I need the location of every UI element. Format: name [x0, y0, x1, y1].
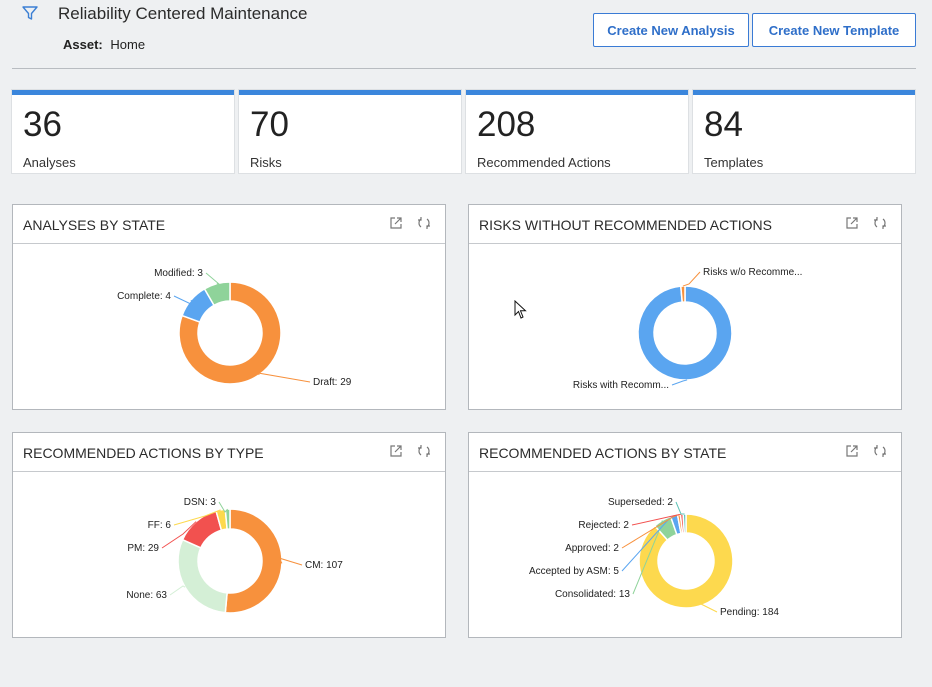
- create-new-analysis-button[interactable]: Create New Analysis: [593, 13, 749, 47]
- donut-chart-recommended-actions-by-state: Pending: 184 Consolidated: 13 Accepted by …: [529, 497, 779, 618]
- expand-icon[interactable]: [389, 216, 403, 230]
- slice-connector-line: [632, 520, 663, 595]
- slice-connector-line: [700, 603, 718, 613]
- slice-label: Approved: 2: [565, 543, 619, 554]
- donut-slice-pending[interactable]: [638, 513, 734, 609]
- slice-connector-line: [256, 372, 311, 383]
- page-title: Reliability Centered Maintenance: [58, 4, 308, 23]
- slice-connector-line: [173, 295, 197, 308]
- donut-slice-cm[interactable]: [224, 508, 283, 614]
- slice-label: PM: 29: [127, 543, 159, 554]
- slice-label: Rejected: 2: [578, 520, 629, 531]
- asset-value: Home: [110, 37, 146, 52]
- page-header: Reliability Centered Maintenance Asset: …: [0, 0, 932, 70]
- expand-icon[interactable]: [845, 216, 859, 230]
- asset-line: Asset: Home: [63, 37, 145, 52]
- slice-connector-line: [277, 557, 303, 566]
- slice-label: Risks with Recomm...: [573, 380, 669, 391]
- slice-label: Complete: 4: [117, 291, 171, 302]
- create-new-template-button[interactable]: Create New Template: [752, 13, 916, 47]
- donut-slice-draft[interactable]: [178, 281, 282, 385]
- kpi-label: Risks: [250, 155, 282, 170]
- kpi-label: Recommended Actions: [477, 155, 611, 170]
- panel-header-divider: [469, 243, 901, 244]
- slice-connector-line: [631, 513, 682, 526]
- slice-connector-line: [682, 271, 701, 287]
- kpi-card-templates[interactable]: 84 Templates: [693, 90, 915, 173]
- slice-connector-line: [205, 272, 221, 285]
- slice-label: Superseded: 2: [608, 497, 673, 508]
- kpi-label: Templates: [704, 155, 764, 170]
- filter-icon[interactable]: [22, 5, 38, 21]
- refresh-icon[interactable]: [417, 216, 431, 230]
- donut-slice-dsn[interactable]: [224, 508, 231, 530]
- header-divider: [12, 68, 916, 69]
- mouse-cursor-icon: [514, 300, 527, 319]
- slice-label: Modified: 3: [154, 268, 203, 279]
- panel-header-divider: [469, 471, 901, 472]
- panel-title: ANALYSES BY STATE: [23, 217, 166, 233]
- slice-label: FF: 6: [148, 520, 172, 531]
- panel-title: RISKS WITHOUT RECOMMENDED ACTIONS: [479, 217, 772, 233]
- donut-slice-superseded[interactable]: [682, 513, 687, 534]
- kpi-card-risks[interactable]: 70 Risks: [239, 90, 461, 173]
- slice-connector-line: [671, 379, 688, 386]
- panel-header-divider: [13, 471, 445, 472]
- panel-title: RECOMMENDED ACTIONS BY TYPE: [23, 445, 264, 461]
- panel-analyses-by-state: ANALYSES BY STATE Draft: 29 Complete: 4 Mo…: [12, 204, 446, 410]
- kpi-label: Analyses: [23, 155, 76, 170]
- slice-label: Accepted by ASM: 5: [529, 566, 619, 577]
- slice-connector-line: [218, 501, 229, 513]
- panel-header-divider: [13, 243, 445, 244]
- kpi-card-analyses[interactable]: 36 Analyses: [12, 90, 234, 173]
- donut-chart-analyses-by-state: Draft: 29 Complete: 4 Modified: 3: [117, 268, 352, 388]
- slice-connector-line: [173, 509, 221, 526]
- panel-recommended-actions-by-type: RECOMMENDED ACTIONS BY TYPE CM: 107 None:…: [12, 432, 446, 638]
- expand-icon[interactable]: [389, 444, 403, 458]
- donut-slice-modified[interactable]: [203, 281, 231, 307]
- kpi-value: 70: [250, 105, 289, 144]
- refresh-icon[interactable]: [417, 444, 431, 458]
- kpi-value: 36: [23, 105, 62, 144]
- slice-connector-line: [161, 521, 197, 549]
- refresh-icon[interactable]: [873, 444, 887, 458]
- slice-label: None: 63: [126, 590, 167, 601]
- donut-slice-risks-w-o-recomme[interactable]: [679, 285, 686, 303]
- panel-title: RECOMMENDED ACTIONS BY STATE: [479, 445, 727, 461]
- panel-recommended-actions-by-state: RECOMMENDED ACTIONS BY STATE Pending: 18…: [468, 432, 902, 638]
- kpi-card-recommended-actions[interactable]: 208 Recommended Actions: [466, 90, 688, 173]
- slice-label: Pending: 184: [720, 607, 779, 618]
- donut-slice-risks-with-recomm[interactable]: [637, 285, 733, 381]
- slice-connector-line: [169, 585, 186, 596]
- slice-label: Draft: 29: [313, 377, 352, 388]
- slice-label: Risks w/o Recomme...: [703, 267, 802, 278]
- kpi-value: 208: [477, 105, 536, 144]
- kpi-value: 84: [704, 105, 743, 144]
- donut-slice-none[interactable]: [177, 538, 228, 614]
- slice-label: DSN: 3: [184, 497, 217, 508]
- refresh-icon[interactable]: [873, 216, 887, 230]
- slice-label: CM: 107: [305, 560, 343, 571]
- expand-icon[interactable]: [845, 444, 859, 458]
- slice-label: Consolidated: 13: [555, 589, 630, 600]
- asset-label: Asset:: [63, 37, 103, 52]
- panel-risks-without-recommended-actions: RISKS WITHOUT RECOMMENDED ACTIONS Risks …: [468, 204, 902, 410]
- donut-chart-risks: Risks with Recomm... Risks w/o Recomme...: [573, 267, 803, 391]
- donut-chart-recommended-actions-by-type: CM: 107 None: 63 PM: 29 FF: 6 DSN: 3: [126, 497, 343, 614]
- slice-connector-line: [675, 501, 685, 515]
